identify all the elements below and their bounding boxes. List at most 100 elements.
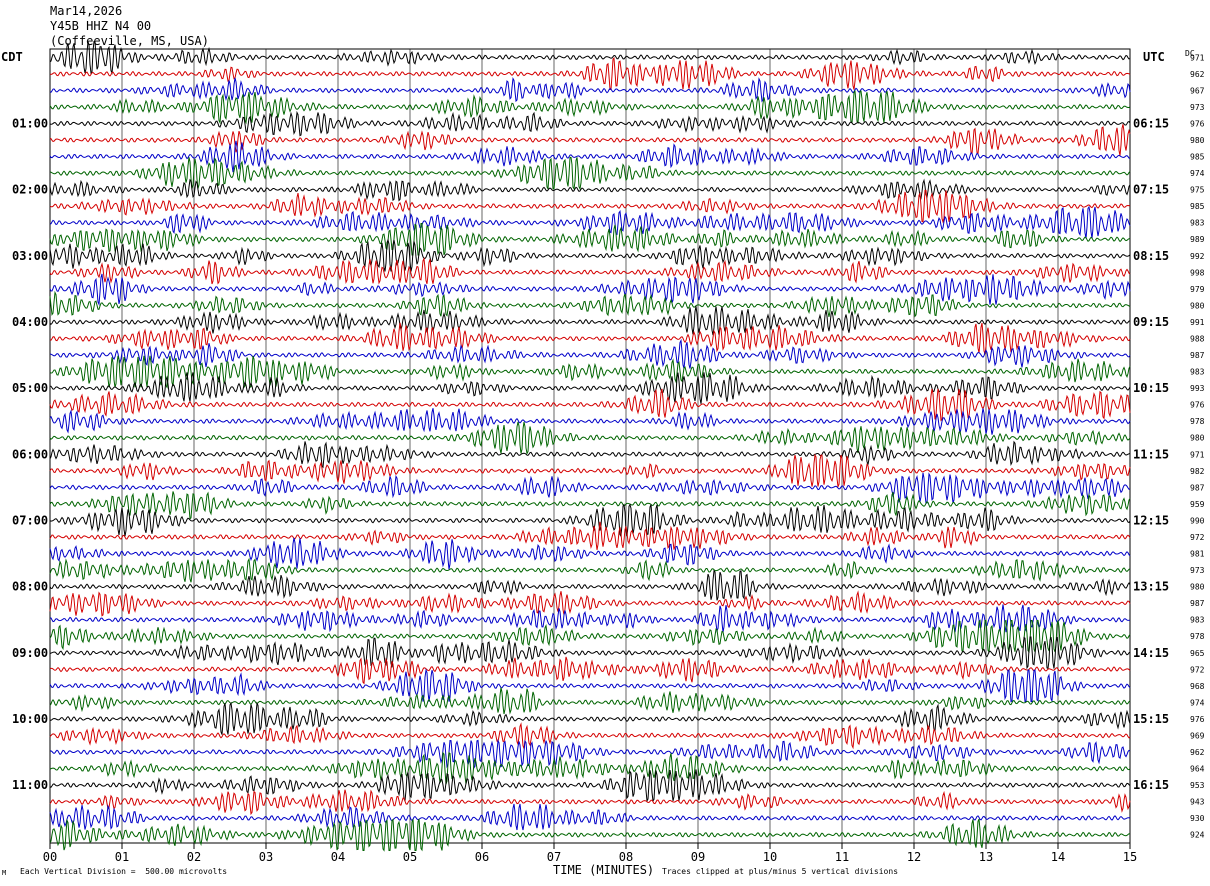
x-tick-label: 15 (1123, 850, 1137, 864)
right-timezone-label: UTC (1143, 50, 1165, 64)
x-tick-label: 03 (259, 850, 273, 864)
right-hour-label: 12:15 (1133, 513, 1169, 527)
left-hour-label: 08:00 (12, 580, 48, 594)
dc-offset-label: 985 (1190, 202, 1205, 211)
x-tick-label: 08 (619, 850, 633, 864)
x-tick-label: 14 (1051, 850, 1065, 864)
trace-line (49, 521, 1131, 550)
x-tick-label: 05 (403, 850, 417, 864)
trace-line (49, 124, 1131, 156)
x-tick-label: 02 (187, 850, 201, 864)
trace-line (49, 189, 1131, 224)
dc-offset-label: 974 (1190, 169, 1205, 178)
trace-line (49, 178, 1131, 202)
dc-offset-label: 971 (1190, 53, 1205, 62)
dc-offset-label: 967 (1190, 86, 1205, 95)
x-tick-label: 09 (691, 850, 705, 864)
dc-offset-label: 930 (1190, 814, 1205, 823)
dc-offset-label: 992 (1190, 252, 1205, 261)
trace-line (49, 156, 1131, 191)
dc-offset-label: 964 (1190, 765, 1205, 774)
right-hour-label: 08:15 (1133, 249, 1169, 263)
header-date: Mar14,2026 (50, 4, 123, 18)
dc-offset-label: 978 (1190, 417, 1205, 426)
trace-line (49, 789, 1131, 816)
left-timezone-label: CDT (1, 50, 23, 64)
trace-line (49, 408, 1131, 435)
trace-line (49, 491, 1131, 520)
trace-line (49, 205, 1131, 239)
trace-line (49, 472, 1131, 504)
dc-offset-label: 968 (1190, 682, 1205, 691)
dc-offset-label: 980 (1190, 583, 1205, 592)
dc-offset-label: 987 (1190, 351, 1205, 360)
trace-line (49, 751, 1131, 785)
dc-offset-label: 987 (1190, 599, 1205, 608)
dc-offset-label: 943 (1190, 798, 1205, 807)
right-hour-label: 16:15 (1133, 778, 1169, 792)
x-tick-label: 04 (331, 850, 345, 864)
trace-line (49, 388, 1131, 422)
trace-line (49, 636, 1131, 670)
x-tick-label: 10 (763, 850, 777, 864)
trace-line (49, 722, 1131, 750)
left-hour-label: 03:00 (12, 249, 48, 263)
dc-offset-label: 974 (1190, 698, 1205, 707)
dc-offset-label: 969 (1190, 731, 1205, 740)
trace-line (49, 701, 1131, 735)
trace-line (49, 604, 1131, 633)
dc-offset-label: 953 (1190, 781, 1205, 790)
x-axis-title: TIME (MINUTES) (553, 863, 655, 877)
left-hour-label: 11:00 (12, 778, 48, 792)
trace-line (49, 338, 1131, 369)
dc-offset-label: 990 (1190, 516, 1205, 525)
trace-line (49, 739, 1131, 770)
dc-offset-label: 965 (1190, 649, 1205, 658)
corner-mark: M (2, 869, 7, 877)
dc-label: DC (1185, 49, 1195, 58)
dc-offset-label: 985 (1190, 153, 1205, 162)
right-hour-label: 14:15 (1133, 646, 1169, 660)
trace-line (49, 273, 1131, 307)
x-tick-label: 01 (115, 850, 129, 864)
trace-line (49, 372, 1131, 404)
trace-line (49, 90, 1131, 125)
trace-line (49, 140, 1131, 173)
trace-line (49, 569, 1131, 601)
dc-offset-label: 971 (1190, 450, 1205, 459)
trace-line (49, 769, 1131, 803)
x-tick-label: 12 (907, 850, 921, 864)
trace-line (49, 537, 1131, 570)
dc-offset-label: 972 (1190, 665, 1205, 674)
right-hour-label: 07:15 (1133, 183, 1169, 197)
x-tick-label: 11 (835, 850, 849, 864)
trace-line (49, 77, 1131, 103)
trace-line (49, 590, 1131, 617)
dc-offset-label: 959 (1190, 500, 1205, 509)
left-hour-label: 01:00 (12, 116, 48, 130)
dc-offset-label: 924 (1190, 831, 1205, 840)
left-hour-label: 04:00 (12, 315, 48, 329)
dc-offset-label: 989 (1190, 235, 1205, 244)
dc-offset-label: 983 (1190, 616, 1205, 625)
dc-offset-label: 993 (1190, 384, 1205, 393)
dc-offset-label: 978 (1190, 632, 1205, 641)
x-tick-label: 13 (979, 850, 993, 864)
trace-line (49, 322, 1131, 355)
left-hour-label: 07:00 (12, 513, 48, 527)
dc-offset-label: 976 (1190, 715, 1205, 724)
dc-offset-label: 976 (1190, 119, 1205, 128)
right-hour-label: 13:15 (1133, 580, 1169, 594)
trace-line (49, 223, 1131, 256)
x-tick-label: 07 (547, 850, 561, 864)
dc-offset-label: 982 (1190, 467, 1205, 476)
trace-line (49, 818, 1131, 852)
trace-line (49, 656, 1131, 685)
trace-line (49, 687, 1131, 715)
left-hour-label: 09:00 (12, 646, 48, 660)
left-hour-label: 05:00 (12, 381, 48, 395)
right-hour-label: 09:15 (1133, 315, 1169, 329)
trace-line (49, 355, 1131, 389)
dc-offset-label: 976 (1190, 401, 1205, 410)
